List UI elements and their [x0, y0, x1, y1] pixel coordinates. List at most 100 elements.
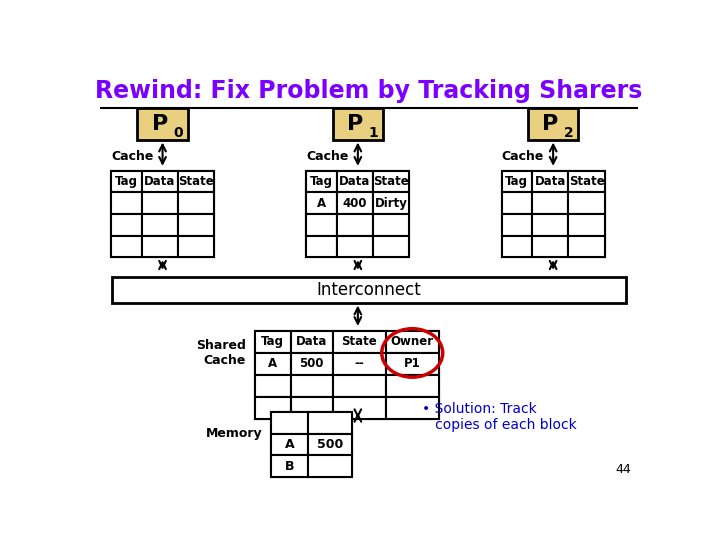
FancyBboxPatch shape — [569, 214, 605, 235]
FancyBboxPatch shape — [111, 192, 142, 214]
FancyBboxPatch shape — [502, 192, 532, 214]
Text: Tag: Tag — [310, 175, 333, 188]
Text: P: P — [347, 114, 363, 134]
FancyBboxPatch shape — [255, 397, 291, 419]
FancyBboxPatch shape — [307, 455, 352, 477]
Text: Cache: Cache — [111, 150, 153, 163]
FancyBboxPatch shape — [386, 375, 438, 397]
FancyBboxPatch shape — [307, 434, 352, 455]
Text: • Solution: Track
   copies of each block: • Solution: Track copies of each block — [422, 402, 577, 432]
FancyBboxPatch shape — [532, 235, 569, 258]
Text: Owner: Owner — [391, 335, 434, 348]
FancyBboxPatch shape — [112, 277, 626, 302]
Text: Shared
Cache: Shared Cache — [197, 339, 246, 367]
Text: A: A — [317, 197, 326, 210]
FancyBboxPatch shape — [532, 214, 569, 235]
Text: Data: Data — [535, 175, 566, 188]
FancyBboxPatch shape — [532, 192, 569, 214]
Text: Data: Data — [339, 175, 371, 188]
FancyBboxPatch shape — [532, 171, 569, 192]
Text: State: State — [341, 335, 377, 348]
Text: State: State — [178, 175, 214, 188]
FancyBboxPatch shape — [502, 171, 532, 192]
Text: 2: 2 — [564, 126, 574, 140]
Text: P: P — [152, 114, 168, 134]
FancyBboxPatch shape — [178, 214, 214, 235]
Text: 0: 0 — [174, 126, 183, 140]
Text: Tag: Tag — [261, 335, 284, 348]
FancyBboxPatch shape — [386, 397, 438, 419]
FancyBboxPatch shape — [111, 214, 142, 235]
FancyBboxPatch shape — [255, 375, 291, 397]
Text: A: A — [284, 438, 294, 451]
FancyBboxPatch shape — [333, 331, 386, 353]
Text: 500: 500 — [300, 357, 324, 370]
FancyBboxPatch shape — [386, 331, 438, 353]
FancyBboxPatch shape — [178, 235, 214, 258]
FancyBboxPatch shape — [255, 331, 438, 419]
Text: Rewind: Fix Problem by Tracking Sharers: Rewind: Fix Problem by Tracking Sharers — [95, 79, 643, 103]
FancyBboxPatch shape — [502, 235, 532, 258]
FancyBboxPatch shape — [142, 192, 178, 214]
Text: Dirty: Dirty — [375, 197, 408, 210]
FancyBboxPatch shape — [337, 171, 373, 192]
FancyBboxPatch shape — [111, 171, 142, 192]
Text: Cache: Cache — [502, 150, 544, 163]
FancyBboxPatch shape — [271, 412, 352, 477]
FancyBboxPatch shape — [333, 353, 386, 375]
FancyBboxPatch shape — [569, 235, 605, 258]
FancyBboxPatch shape — [337, 192, 373, 214]
FancyBboxPatch shape — [528, 109, 578, 140]
Text: --: -- — [354, 357, 364, 370]
FancyBboxPatch shape — [142, 235, 178, 258]
FancyBboxPatch shape — [333, 375, 386, 397]
FancyBboxPatch shape — [373, 214, 410, 235]
FancyBboxPatch shape — [271, 434, 307, 455]
Text: Memory: Memory — [207, 427, 263, 440]
Text: Cache: Cache — [306, 150, 348, 163]
FancyBboxPatch shape — [306, 192, 337, 214]
FancyBboxPatch shape — [178, 171, 214, 192]
FancyBboxPatch shape — [271, 455, 307, 477]
FancyBboxPatch shape — [337, 235, 373, 258]
FancyBboxPatch shape — [502, 171, 605, 258]
FancyBboxPatch shape — [386, 353, 438, 375]
Text: 1: 1 — [369, 126, 378, 140]
FancyBboxPatch shape — [306, 171, 410, 258]
FancyBboxPatch shape — [138, 109, 188, 140]
FancyBboxPatch shape — [306, 171, 337, 192]
FancyBboxPatch shape — [569, 192, 605, 214]
FancyBboxPatch shape — [337, 214, 373, 235]
Text: State: State — [374, 175, 409, 188]
Text: State: State — [569, 175, 605, 188]
FancyBboxPatch shape — [271, 412, 307, 434]
FancyBboxPatch shape — [333, 109, 383, 140]
Text: Tag: Tag — [505, 175, 528, 188]
FancyBboxPatch shape — [291, 331, 333, 353]
FancyBboxPatch shape — [373, 192, 410, 214]
Text: P1: P1 — [404, 357, 420, 370]
Text: Data: Data — [144, 175, 176, 188]
FancyBboxPatch shape — [306, 235, 337, 258]
FancyBboxPatch shape — [502, 214, 532, 235]
FancyBboxPatch shape — [291, 397, 333, 419]
Text: 400: 400 — [343, 197, 367, 210]
FancyBboxPatch shape — [306, 214, 337, 235]
FancyBboxPatch shape — [142, 214, 178, 235]
FancyBboxPatch shape — [373, 235, 410, 258]
FancyBboxPatch shape — [373, 171, 410, 192]
Text: Data: Data — [296, 335, 328, 348]
FancyBboxPatch shape — [291, 353, 333, 375]
Text: P: P — [542, 114, 559, 134]
FancyBboxPatch shape — [178, 192, 214, 214]
FancyBboxPatch shape — [142, 171, 178, 192]
Text: Interconnect: Interconnect — [317, 281, 421, 299]
FancyBboxPatch shape — [569, 171, 605, 192]
FancyBboxPatch shape — [307, 412, 352, 434]
Text: A: A — [268, 357, 277, 370]
Text: 500: 500 — [317, 438, 343, 451]
Text: Tag: Tag — [114, 175, 138, 188]
FancyBboxPatch shape — [111, 171, 214, 258]
FancyBboxPatch shape — [255, 331, 291, 353]
FancyBboxPatch shape — [255, 353, 291, 375]
